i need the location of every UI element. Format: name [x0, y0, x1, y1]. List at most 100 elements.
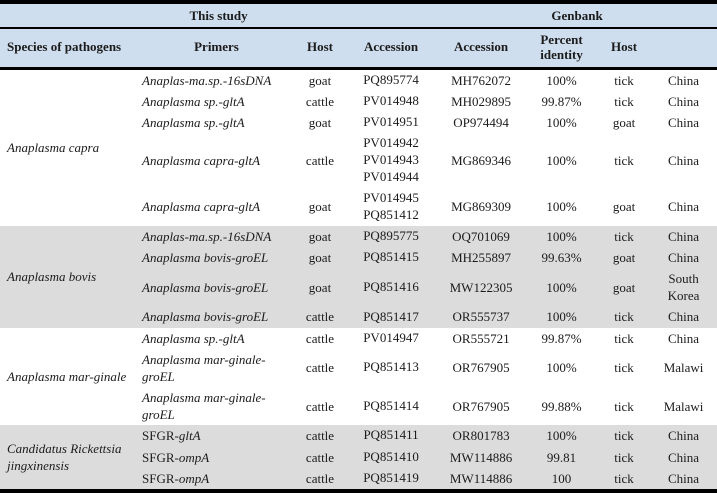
accession-study-cell: PQ851411: [345, 425, 438, 447]
accession-line: PV014942: [363, 135, 419, 151]
accession-genbank-cell: MH255897: [437, 246, 526, 269]
accession-line: PV014943: [363, 152, 419, 168]
host-cell: goat: [295, 268, 345, 307]
species-cell: Anaplasma mar-ginale: [7, 368, 127, 384]
primer-italic-part: Anaplasma bovis-groEL: [142, 279, 269, 295]
host-cell: goat: [308, 72, 332, 88]
percent-identity-cell: 100%: [525, 425, 599, 447]
genbank-host-cell: tick: [614, 153, 634, 169]
genbank-host-cell: tick: [598, 225, 651, 247]
primer-cell: SFGR-ompA: [138, 467, 295, 491]
accession-study-cell: PQ851413: [345, 349, 437, 387]
host-cell: goat: [308, 115, 332, 131]
country-cell: China: [650, 425, 717, 447]
country-cell: China: [668, 115, 700, 131]
table-row: Anaplasma capra Anaplas-ma.sp.-16sDNA goat…: [0, 68, 717, 155]
accession-genbank-cell: OR555721: [452, 330, 510, 346]
col-header-species: Species of pathogens: [0, 28, 138, 70]
table-header: This study Genbank Species of pathogens …: [0, 2, 717, 70]
country-cell: China: [650, 306, 717, 328]
primer-cell: Anaplasma mar-ginale-groEL: [138, 349, 295, 387]
primer-italic-part: Anaplas-ma.sp.-16sDNA: [142, 72, 272, 88]
primer-roman-part: SFGR-: [142, 449, 179, 465]
host-cell: cattle: [295, 306, 345, 328]
percent-identity-cell: 99.88%: [541, 398, 582, 414]
genbank-host-cell: goat: [612, 199, 636, 215]
genbank-host-cell: tick: [614, 72, 634, 88]
host-cell: cattle: [305, 360, 335, 376]
country-cell: China: [650, 446, 717, 468]
primer-italic-part: Anaplasma mar-ginale-groEL: [142, 351, 266, 384]
country-cell: Malawi: [663, 398, 704, 414]
primer-cell: SFGR-gltA: [138, 425, 295, 447]
accession-line: PQ895775: [363, 227, 419, 243]
header-columns-row: Species of pathogens Primers Host Access…: [0, 28, 717, 70]
primer-italic-part: Anaplasma capra-gltA: [142, 153, 261, 169]
accession-line: PQ851414: [363, 397, 419, 413]
accession-study-cell: PQ851417: [345, 306, 438, 328]
percent-identity-cell: 100: [525, 467, 599, 491]
country-cell: China: [668, 330, 700, 346]
percent-identity-cell: 99.63%: [525, 246, 599, 269]
host-cell: cattle: [295, 425, 345, 447]
accession-study-cell: PV014947: [345, 328, 437, 349]
species-cell: Candidatus Rickettsia jingxinensis: [0, 425, 138, 491]
country-cell: Malawi: [663, 360, 704, 376]
table-row: Anaplasma mar-ginale-groEL cattle PQ851413…: [0, 349, 717, 387]
accession-study-cell: PQ851419: [345, 467, 438, 491]
host-cell: cattle: [295, 446, 345, 468]
accession-study-cell: PQ851410: [345, 446, 438, 468]
table-row: Anaplasma sp.-gltA goat PV014951 OP974494 10…: [0, 112, 717, 133]
host-cell: goat: [308, 199, 332, 215]
primer-cell: Anaplasma mar-ginale-groEL: [138, 387, 295, 425]
primer-italic-part: Anaplasma bovis-groEL: [142, 309, 269, 325]
table-row: Anaplasma bovis Anaplas-ma.sp.-16sDNA goat…: [0, 225, 717, 328]
percent-identity-cell: 99.87%: [541, 94, 582, 110]
genbank-host-cell: tick: [614, 330, 634, 346]
table-row: Anaplasma bovis-groEL goat PQ851416 MW12230…: [0, 268, 717, 307]
accession-study-cell: PV014948: [345, 91, 437, 112]
percent-identity-cell: 100%: [546, 199, 577, 215]
accession-line: PQ895774: [363, 72, 419, 87]
genbank-host-cell: tick: [598, 425, 651, 447]
accession-study-cell: PQ851414: [345, 387, 437, 425]
table-row: Anaplasma mar-ginale-groEL cattle PQ851414…: [0, 387, 717, 425]
primer-italic-part: gltA: [178, 428, 201, 444]
accession-genbank-cell: MG869346: [451, 153, 512, 169]
accession-genbank-cell: OQ701069: [437, 225, 526, 247]
header-genbank: Genbank: [437, 2, 717, 29]
country-cell: South Korea: [650, 268, 717, 307]
primer-cell: Anaplas-ma.sp.-16sDNA: [138, 68, 295, 91]
primer-italic-part: Anaplasma sp.-gltA: [142, 94, 245, 110]
col-header-accession-study: Accession: [345, 28, 438, 70]
primer-italic-part: Anaplasma capra-gltA: [142, 199, 261, 215]
accession-line: PV014947: [363, 329, 419, 345]
accession-genbank-cell: MH762072: [451, 72, 512, 88]
genbank-host-cell: tick: [598, 306, 651, 328]
host-cell: goat: [295, 246, 345, 269]
primer-cell: Anaplasma bovis-groEL: [138, 246, 295, 269]
primer-cell: Anaplasma bovis-groEL: [138, 268, 295, 307]
accession-genbank-cell: OR555737: [437, 306, 526, 328]
percent-identity-cell: 100%: [546, 115, 577, 131]
accession-study-cell: PV014942 PV014943 PV014944: [345, 133, 437, 188]
accession-study-cell: PQ851415: [345, 246, 438, 269]
col-header-primers: Primers: [138, 28, 295, 70]
genbank-host-cell: goat: [612, 115, 636, 131]
accession-study-cell: PV014951: [345, 112, 437, 133]
accession-genbank-cell: MW122305: [437, 268, 526, 307]
accession-genbank-cell: OR801783: [437, 425, 526, 447]
accession-genbank-cell: OP974494: [453, 115, 509, 131]
country-cell: China: [650, 467, 717, 491]
col-header-host-study: Host: [295, 28, 345, 70]
primer-roman-part: SFGR-: [142, 428, 179, 444]
accession-genbank-cell: OR767905: [452, 398, 510, 414]
genbank-host-cell: tick: [598, 446, 651, 468]
accession-line: PQ851417: [363, 308, 419, 324]
accession-genbank-cell: MG869309: [451, 199, 512, 215]
genbank-host-cell: goat: [598, 268, 651, 307]
accession-study-cell: PV014945 PQ851412: [345, 188, 437, 226]
percent-identity-cell: 100%: [546, 72, 577, 88]
